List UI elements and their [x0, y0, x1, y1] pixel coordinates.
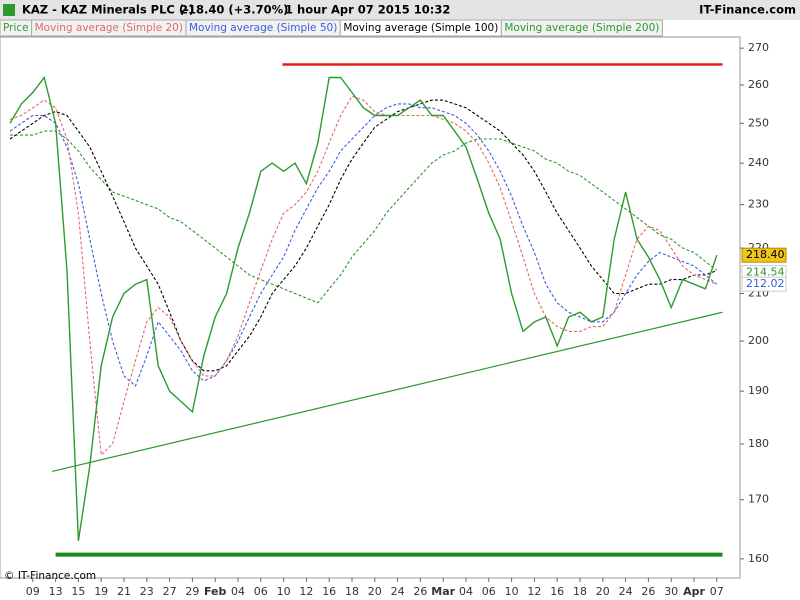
brand: IT-Finance.com: [699, 3, 796, 17]
x-tick-label: 04: [231, 585, 245, 598]
x-tick-label: 16: [322, 585, 336, 598]
plot-frame: [0, 36, 741, 579]
x-tick-label: 18: [345, 585, 359, 598]
symbol: KAZ - KAZ Minerals PLC (-): [22, 3, 194, 17]
x-tick-label: 12: [527, 585, 541, 598]
y-tick-label: 230: [748, 198, 769, 211]
x-tick-label: Apr: [683, 585, 705, 598]
x-tick-label: 26: [641, 585, 655, 598]
x-tick-label: 24: [619, 585, 633, 598]
legend-entry: Moving average (Simple 20): [35, 22, 183, 34]
copyright: © IT-Finance.com: [4, 570, 96, 582]
y-tick-label: 170: [748, 493, 769, 506]
x-tick-label: 09: [26, 585, 40, 598]
x-tick-label: 26: [413, 585, 427, 598]
x-tick-label: 20: [368, 585, 382, 598]
x-tick-label: 12: [299, 585, 313, 598]
series-line: [9, 95, 718, 456]
y-tick-label: 270: [748, 41, 769, 54]
logo-icon: [3, 4, 15, 16]
y-tick-label: 180: [748, 437, 769, 450]
x-tick-label: 04: [459, 585, 473, 598]
legend-tab: [500, 19, 663, 37]
y-tick-label: 260: [748, 78, 769, 91]
series-line: [9, 75, 718, 541]
last-value-label: 218.40: [746, 248, 785, 261]
y-tick-label: 190: [748, 384, 769, 397]
legend-entry: Moving average (Simple 100): [343, 22, 498, 34]
x-tick-label: 07: [710, 585, 724, 598]
x-tick-label: 19: [94, 585, 108, 598]
y-tick-label: 200: [748, 334, 769, 347]
series-line: [9, 99, 718, 372]
x-tick-label: Mar: [431, 585, 455, 598]
x-tick-label: 29: [185, 585, 199, 598]
x-tick-label: 06: [254, 585, 268, 598]
y-tick-label: 160: [748, 552, 769, 565]
series-line: [10, 130, 718, 304]
legend-entry: Price: [3, 22, 29, 34]
x-tick-label: 06: [482, 585, 496, 598]
x-tick-label: 24: [391, 585, 405, 598]
last-value-label: 212.02: [746, 277, 785, 290]
x-tick-label: 30: [664, 585, 678, 598]
period: 1 hour Apr 07 2015 10:32: [285, 3, 450, 17]
x-tick-label: 27: [163, 585, 177, 598]
legend-entry: Moving average (Simple 50): [189, 22, 337, 34]
x-tick-label: 15: [71, 585, 85, 598]
x-tick-label: 18: [573, 585, 587, 598]
y-tick-label: 250: [748, 116, 769, 129]
legend-entry: Moving average (Simple 200): [504, 22, 659, 34]
last-value-box: [741, 276, 787, 292]
last-value-box: [741, 247, 787, 263]
header-bar: [0, 0, 800, 20]
x-tick-label: 20: [596, 585, 610, 598]
x-tick-label: 10: [277, 585, 291, 598]
series-line: [9, 103, 718, 387]
y-tick-label: 240: [748, 156, 769, 169]
x-tick-label: 16: [550, 585, 564, 598]
x-tick-label: 10: [505, 585, 519, 598]
x-tick-label: Feb: [204, 585, 227, 598]
x-tick-label: 21: [117, 585, 131, 598]
trendline: [52, 311, 723, 473]
x-tick-label: 23: [140, 585, 154, 598]
quote: 218.40 (+3.70%): [180, 3, 288, 17]
x-tick-label: 13: [49, 585, 63, 598]
last-value-label: 214.54: [746, 266, 785, 279]
